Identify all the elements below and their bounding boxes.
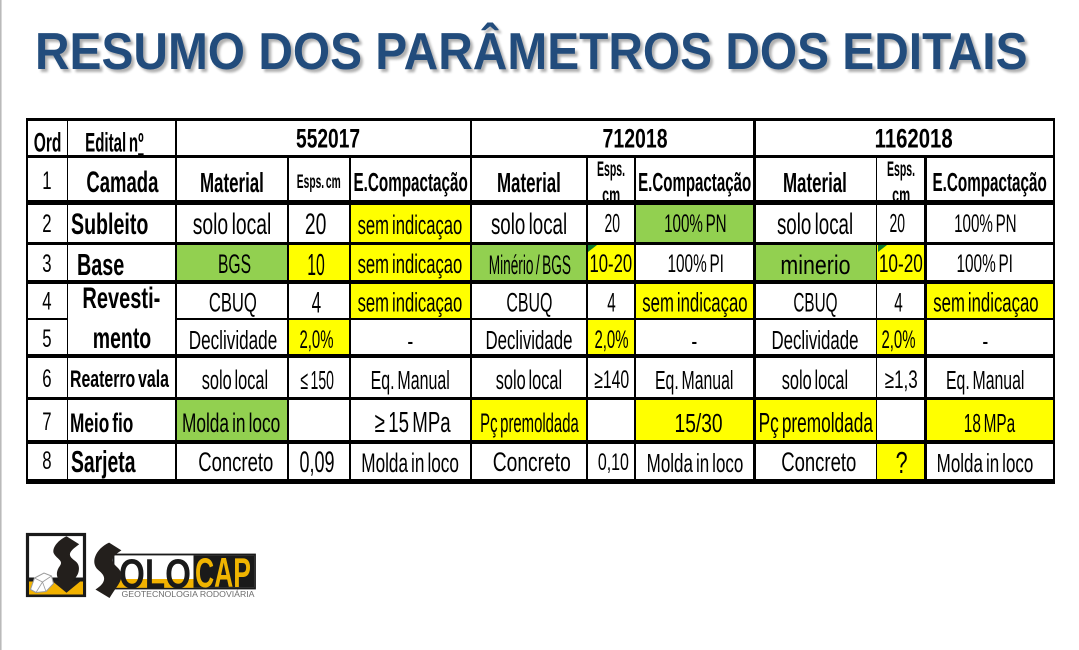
svg-text:GEOTECNOLOGIA RODOVIÁRIA: GEOTECNOLOGIA RODOVIÁRIA <box>122 589 255 599</box>
svg-text:OLO: OLO <box>119 550 191 597</box>
svg-text:CAP: CAP <box>195 549 251 596</box>
